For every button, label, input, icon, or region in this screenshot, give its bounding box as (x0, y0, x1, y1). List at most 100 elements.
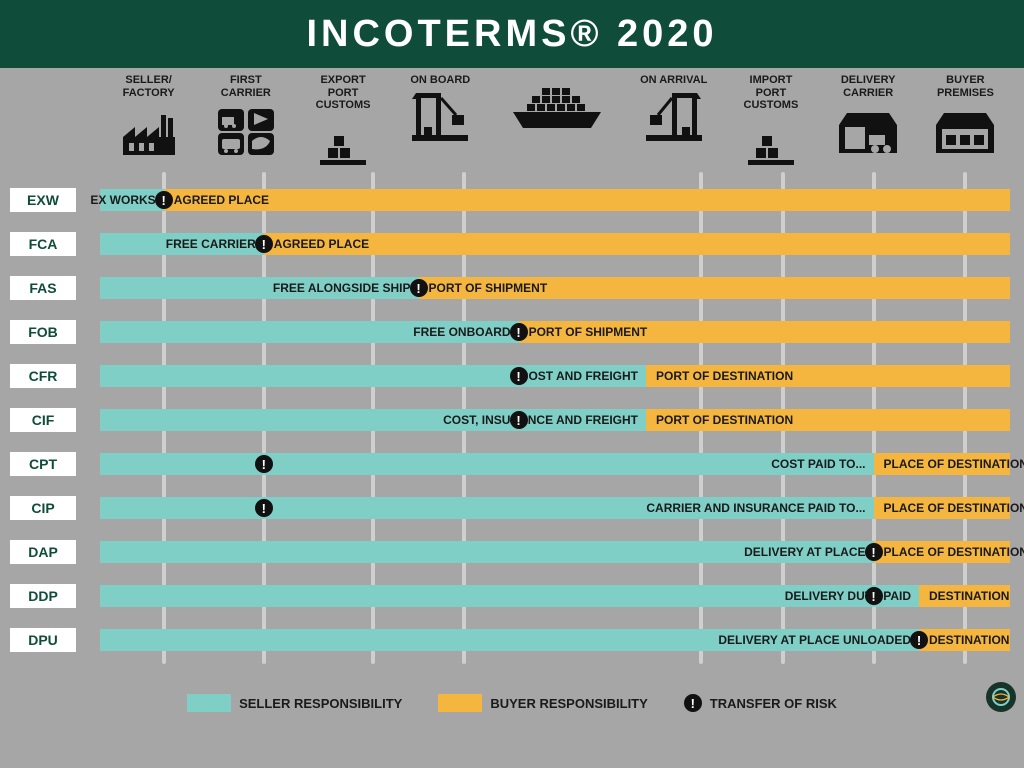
seller-label: COST AND FREIGHT (520, 369, 638, 383)
stage-seller_factory: SELLER/FACTORY (100, 74, 197, 155)
term-row-dap: DAP DELIVERY AT PLACEPLACE OF DESTINATION… (10, 530, 1014, 574)
bar-track: DELIVERY AT PLACEPLACE OF DESTINATION! (100, 541, 1010, 563)
risk-marker: ! (510, 323, 528, 341)
stage-icon (722, 116, 819, 168)
buyer-segment: PLACE OF DESTINATION (874, 541, 1011, 563)
legend-buyer: BUYER RESPONSIBILITY (438, 694, 647, 712)
risk-marker: ! (410, 279, 428, 297)
bar-track: COST AND FREIGHT PORT OF DESTINATION! (100, 365, 1010, 387)
buyer-segment: DESTINATION (919, 629, 1010, 651)
seller-segment: COST, INSURANCE AND FREIGHT (100, 409, 646, 431)
term-code: DDP (10, 584, 76, 608)
term-row-exw: EXWEX WORKSAGREED PLACE! (10, 178, 1014, 222)
seller-label: FREE ALONGSIDE SHIP (273, 281, 411, 295)
stage-icon (197, 103, 294, 155)
risk-marker: ! (510, 411, 528, 429)
stage-import_customs: IMPORTPORTCUSTOMS (722, 74, 819, 168)
term-row-cip: CIP CARRIER AND INSURANCE PAID TO...PLACE… (10, 486, 1014, 530)
stage-on_arrival: ON ARRIVAL (625, 74, 722, 143)
brand-logo (986, 682, 1016, 712)
risk-marker: ! (510, 367, 528, 385)
buyer-segment: AGREED PLACE (264, 233, 1010, 255)
buyer-label: PLACE OF DESTINATION (884, 457, 1024, 471)
term-row-cpt: CPT COST PAID TO...PLACE OF DESTINATION! (10, 442, 1014, 486)
legend-label: TRANSFER OF RISK (710, 696, 837, 711)
legend-label: BUYER RESPONSIBILITY (490, 696, 647, 711)
seller-label: FREE ONBOARD (413, 325, 510, 339)
stage-icon (917, 103, 1014, 155)
legend-swatch-seller (187, 694, 231, 712)
buyer-label: PLACE OF DESTINATION (884, 545, 1024, 559)
stage-export_customs: EXPORTPORTCUSTOMS (294, 74, 391, 168)
legend-swatch-buyer (438, 694, 482, 712)
chart-area: SELLER/FACTORYFIRSTCARRIEREXPORTPORTCUST… (0, 68, 1024, 718)
term-code: FCA (10, 232, 76, 256)
risk-marker: ! (865, 587, 883, 605)
term-row-dpu: DPUDELIVERY AT PLACE UNLOADEDDESTINATION… (10, 618, 1014, 662)
term-row-ddp: DDP DELIVERY DUTY PAIDDESTINATION! (10, 574, 1014, 618)
stage-label: BUYERPREMISES (917, 74, 1014, 99)
stage-label: SELLER/FACTORY (100, 74, 197, 99)
term-code: CIP (10, 496, 76, 520)
term-code: FOB (10, 320, 76, 344)
stage-ship (489, 74, 625, 130)
seller-label: DELIVERY AT PLACE UNLOADED (718, 633, 911, 647)
seller-segment: CARRIER AND INSURANCE PAID TO... (100, 497, 874, 519)
term-row-fca: FCA FREE CARRIER AGREED PLACE! (10, 222, 1014, 266)
term-code: CPT (10, 452, 76, 476)
bar-track: FREE ALONGSIDE SHIP PORT OF SHIPMENT! (100, 277, 1010, 299)
stage-buyer_premises: BUYERPREMISES (917, 74, 1014, 155)
stage-label: DELIVERYCARRIER (820, 74, 917, 99)
term-row-cif: CIFCOST, INSURANCE AND FREIGHTPORT OF DE… (10, 398, 1014, 442)
stage-delivery_carrier: DELIVERYCARRIER (820, 74, 917, 155)
seller-label: FREE CARRIER (166, 237, 256, 251)
page-title: INCOTERMS® 2020 (306, 13, 717, 56)
risk-marker: ! (910, 631, 928, 649)
stage-icon (820, 103, 917, 155)
stage-header-row: SELLER/FACTORYFIRSTCARRIEREXPORTPORTCUST… (10, 68, 1014, 178)
term-row-fas: FASFREE ALONGSIDE SHIPPORT OF SHIPMENT! (10, 266, 1014, 310)
term-row-fob: FOB FREE ONBOARD PORT OF SHIPMENT! (10, 310, 1014, 354)
risk-marker: ! (255, 455, 273, 473)
bar-track: FREE ONBOARD PORT OF SHIPMENT! (100, 321, 1010, 343)
risk-marker: ! (865, 543, 883, 561)
term-code: CFR (10, 364, 76, 388)
risk-marker: ! (155, 191, 173, 209)
buyer-label: PORT OF DESTINATION (656, 413, 793, 427)
term-row-cfr: CFR COST AND FREIGHT PORT OF DESTINATION! (10, 354, 1014, 398)
seller-segment: DELIVERY DUTY PAID (100, 585, 919, 607)
stage-icon (489, 78, 625, 130)
stage-label: ON BOARD (392, 74, 489, 87)
buyer-label: AGREED PLACE (274, 237, 369, 251)
buyer-segment: PORT OF DESTINATION (646, 409, 1010, 431)
buyer-segment: AGREED PLACE (164, 189, 1010, 211)
seller-label: EX WORKS (90, 193, 155, 207)
stage-icon (294, 116, 391, 168)
risk-marker: ! (255, 235, 273, 253)
buyer-label: PORT OF DESTINATION (656, 369, 793, 383)
stage-icon (100, 103, 197, 155)
buyer-label: PORT OF SHIPMENT (529, 325, 648, 339)
bar-track: EX WORKSAGREED PLACE! (100, 189, 1010, 211)
bar-track: DELIVERY DUTY PAIDDESTINATION! (100, 585, 1010, 607)
seller-segment: COST PAID TO... (100, 453, 874, 475)
buyer-segment: DESTINATION (919, 585, 1010, 607)
incoterms-chart: EXWEX WORKSAGREED PLACE!FCAFREE CARRIERA… (10, 178, 1014, 718)
buyer-segment: PORT OF SHIPMENT (419, 277, 1011, 299)
term-code: EXW (10, 188, 76, 212)
buyer-label: PLACE OF DESTINATION (884, 501, 1024, 515)
buyer-segment: PORT OF DESTINATION (646, 365, 1010, 387)
bar-track: DELIVERY AT PLACE UNLOADED DESTINATION! (100, 629, 1010, 651)
buyer-segment: PORT OF SHIPMENT (519, 321, 1010, 343)
buyer-label: AGREED PLACE (174, 193, 269, 207)
term-code: DAP (10, 540, 76, 564)
bar-track: COST PAID TO...PLACE OF DESTINATION! (100, 453, 1010, 475)
seller-segment: COST AND FREIGHT (100, 365, 646, 387)
buyer-segment: PLACE OF DESTINATION (874, 497, 1011, 519)
stage-first_carrier: FIRSTCARRIER (197, 74, 294, 155)
seller-label: COST PAID TO... (771, 457, 865, 471)
bar-track: FREE CARRIER AGREED PLACE! (100, 233, 1010, 255)
seller-label: COST, INSURANCE AND FREIGHT (443, 413, 638, 427)
buyer-label: PORT OF SHIPMENT (429, 281, 548, 295)
title-bar: INCOTERMS® 2020 (0, 0, 1024, 68)
